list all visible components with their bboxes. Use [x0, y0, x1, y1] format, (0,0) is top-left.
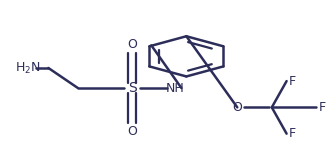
Text: O: O	[232, 101, 242, 114]
Text: NH: NH	[165, 82, 184, 95]
Text: F: F	[318, 101, 326, 114]
Text: F: F	[289, 127, 296, 140]
Text: O: O	[127, 38, 137, 51]
Text: O: O	[127, 125, 137, 138]
Text: H$_2$N: H$_2$N	[16, 60, 41, 76]
Text: F: F	[289, 75, 296, 88]
Text: S: S	[128, 81, 137, 95]
